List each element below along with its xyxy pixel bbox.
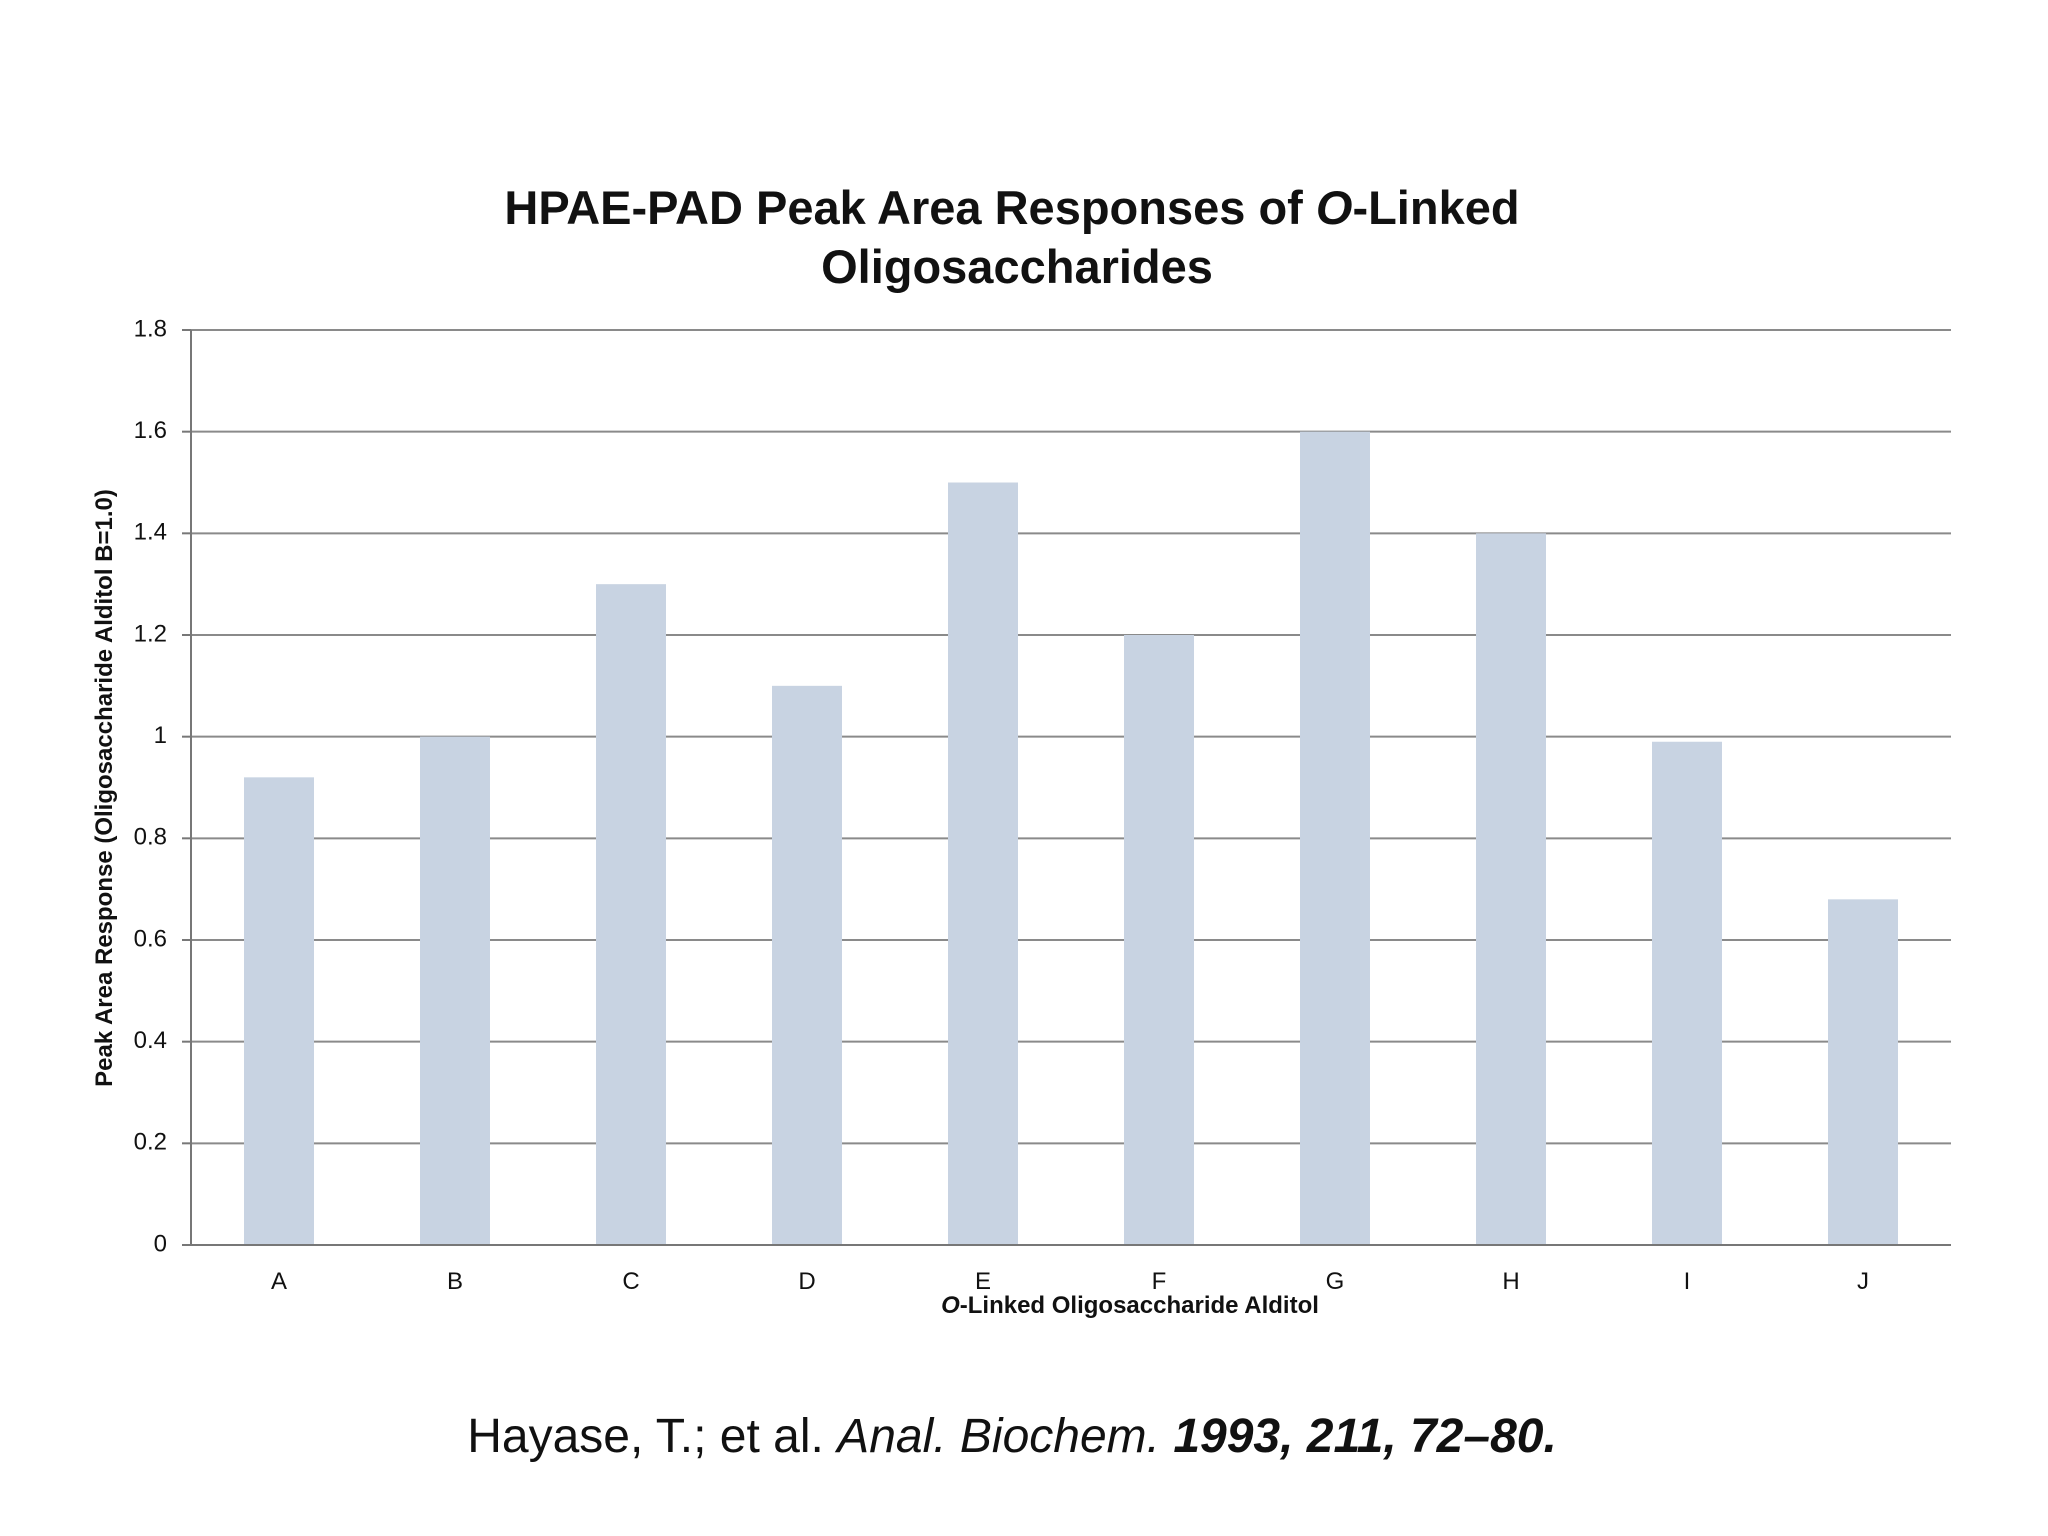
citation-part: 1993, 211, 72–80.	[1160, 1410, 1557, 1463]
x-tick-label: H	[1502, 1268, 1519, 1295]
x-tick-label: E	[975, 1268, 991, 1295]
bar	[1300, 431, 1370, 1246]
bar	[596, 584, 666, 1245]
x-tick-label: B	[447, 1268, 463, 1295]
x-tick-label: J	[1857, 1268, 1869, 1295]
x-tick-label: D	[798, 1268, 815, 1295]
y-tick-label: 1.6	[134, 417, 167, 444]
chart-title: Oligosaccharides	[821, 240, 1213, 293]
citation-part: Anal. Biochem.	[834, 1410, 1160, 1463]
x-tick-label: I	[1684, 1268, 1691, 1295]
x-axis-label: O-Linked Oligosaccharide Alditol	[941, 1292, 1319, 1319]
y-tick-label: 0.4	[134, 1027, 167, 1054]
x-tick-label: C	[622, 1268, 639, 1295]
x-tick-label: A	[271, 1268, 287, 1295]
bar	[420, 736, 490, 1245]
title-part: O	[1316, 181, 1353, 234]
y-tick-label: 1	[154, 722, 167, 749]
citation-part: Hayase, T.; et al.	[467, 1410, 837, 1463]
bar	[772, 685, 842, 1245]
y-tick-label: 1.8	[134, 315, 167, 342]
y-tick-label: 0.6	[134, 925, 167, 952]
chart-title: HPAE-PAD Peak Area Responses of O-Linked	[504, 181, 1519, 234]
x-label-part: O	[941, 1292, 960, 1319]
y-tick-label: 0	[154, 1230, 167, 1257]
title-part: HPAE-PAD Peak Area Responses of	[504, 181, 1315, 234]
title-part: -Linked	[1352, 181, 1519, 234]
y-tick-label: 1.2	[134, 620, 167, 647]
x-label-part: -Linked Oligosaccharide Alditol	[960, 1292, 1319, 1319]
bar	[948, 482, 1018, 1245]
x-tick-label: G	[1326, 1268, 1345, 1295]
bar	[1828, 899, 1898, 1245]
y-tick-label: 1.4	[134, 519, 167, 546]
citation: Hayase, T.; et al. Anal. Biochem. 1993, …	[467, 1410, 1557, 1463]
bar	[1476, 533, 1546, 1245]
bar	[1652, 741, 1722, 1245]
y-tick-label: 0.8	[134, 824, 167, 851]
bar	[1124, 635, 1194, 1245]
y-axis-label: Peak Area Response (Oligosaccharide Aldi…	[91, 489, 118, 1087]
bar	[244, 777, 314, 1245]
x-tick-label: F	[1152, 1268, 1167, 1295]
y-tick-label: 0.2	[134, 1129, 167, 1156]
